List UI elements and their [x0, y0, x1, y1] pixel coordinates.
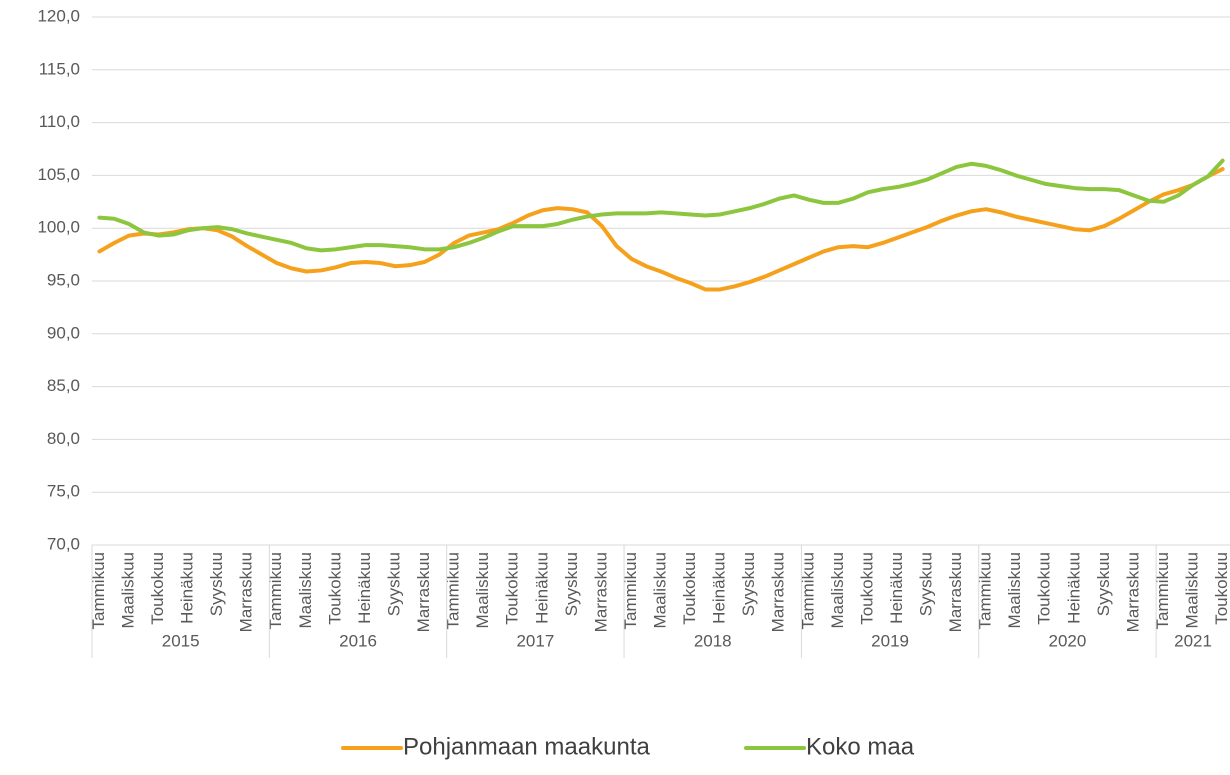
x-tick-label: Syyskuu: [562, 552, 581, 616]
x-tick-label: Toukokuu: [325, 552, 344, 625]
x-tick-label: Maaliskuu: [296, 552, 315, 629]
year-label: 2021: [1174, 631, 1212, 650]
x-tick-label: Maaliskuu: [650, 552, 669, 629]
y-tick-label: 110,0: [39, 112, 80, 131]
x-tick-label: Toukokuu: [1212, 552, 1230, 625]
x-tick-label: Maaliskuu: [1005, 552, 1024, 629]
x-tick-label: Maaliskuu: [473, 552, 492, 629]
x-tick-label: Toukokuu: [148, 552, 167, 625]
legend-label: Pohjanmaan maakunta: [403, 733, 650, 760]
x-tick-label: Marraskuu: [591, 552, 610, 632]
x-tick-label: Tammikuu: [976, 552, 995, 629]
year-label: 2017: [516, 631, 554, 650]
x-tick-label: Syyskuu: [917, 552, 936, 616]
x-tick-label: Syyskuu: [207, 552, 226, 616]
x-tick-label: Marraskuu: [1123, 552, 1142, 632]
x-tick-label: Syyskuu: [1094, 552, 1113, 616]
y-tick-label: 95,0: [47, 270, 80, 289]
legend-label: Koko maa: [806, 733, 915, 760]
y-tick-label: 70,0: [47, 534, 80, 553]
y-tick-label: 120,0: [37, 6, 80, 25]
year-label: 2019: [871, 631, 909, 650]
x-tick-label: Syyskuu: [739, 552, 758, 616]
x-tick-label: Tammikuu: [621, 552, 640, 629]
x-tick-label: Tammikuu: [266, 552, 285, 629]
x-tick-label: Heinäkuu: [532, 552, 551, 624]
x-tick-label: Marraskuu: [237, 552, 256, 632]
x-tick-label: Heinäkuu: [178, 552, 197, 624]
y-tick-label: 105,0: [37, 165, 80, 184]
x-tick-label: Marraskuu: [414, 552, 433, 632]
y-tick-label: 75,0: [47, 482, 80, 501]
x-tick-label: Tammikuu: [89, 552, 108, 629]
y-tick-label: 85,0: [47, 376, 80, 395]
x-tick-label: Heinäkuu: [887, 552, 906, 624]
x-tick-label: Marraskuu: [769, 552, 788, 632]
x-tick-label: Tammikuu: [798, 552, 817, 629]
y-tick-label: 90,0: [47, 323, 80, 342]
x-tick-label: Toukokuu: [503, 552, 522, 625]
year-label: 2015: [162, 631, 200, 650]
year-label: 2016: [339, 631, 377, 650]
x-tick-label: Tammikuu: [1153, 552, 1172, 629]
y-tick-label: 100,0: [37, 218, 80, 237]
x-tick-label: Toukokuu: [857, 552, 876, 625]
x-tick-label: Toukokuu: [1035, 552, 1054, 625]
y-tick-label: 115,0: [39, 59, 80, 78]
x-tick-label: Tammikuu: [444, 552, 463, 629]
x-tick-label: Maaliskuu: [1183, 552, 1202, 629]
x-tick-label: Maaliskuu: [118, 552, 137, 629]
year-label: 2020: [1049, 631, 1087, 650]
series-line: [97, 158, 1225, 253]
year-label: 2018: [694, 631, 732, 650]
x-tick-label: Marraskuu: [946, 552, 965, 632]
x-tick-label: Heinäkuu: [710, 552, 729, 624]
x-tick-label: Heinäkuu: [1064, 552, 1083, 624]
x-tick-label: Heinäkuu: [355, 552, 374, 624]
series-line: [97, 167, 1225, 292]
x-tick-label: Syyskuu: [384, 552, 403, 616]
y-tick-label: 80,0: [47, 429, 80, 448]
x-tick-label: Maaliskuu: [828, 552, 847, 629]
x-tick-label: Toukokuu: [680, 552, 699, 625]
